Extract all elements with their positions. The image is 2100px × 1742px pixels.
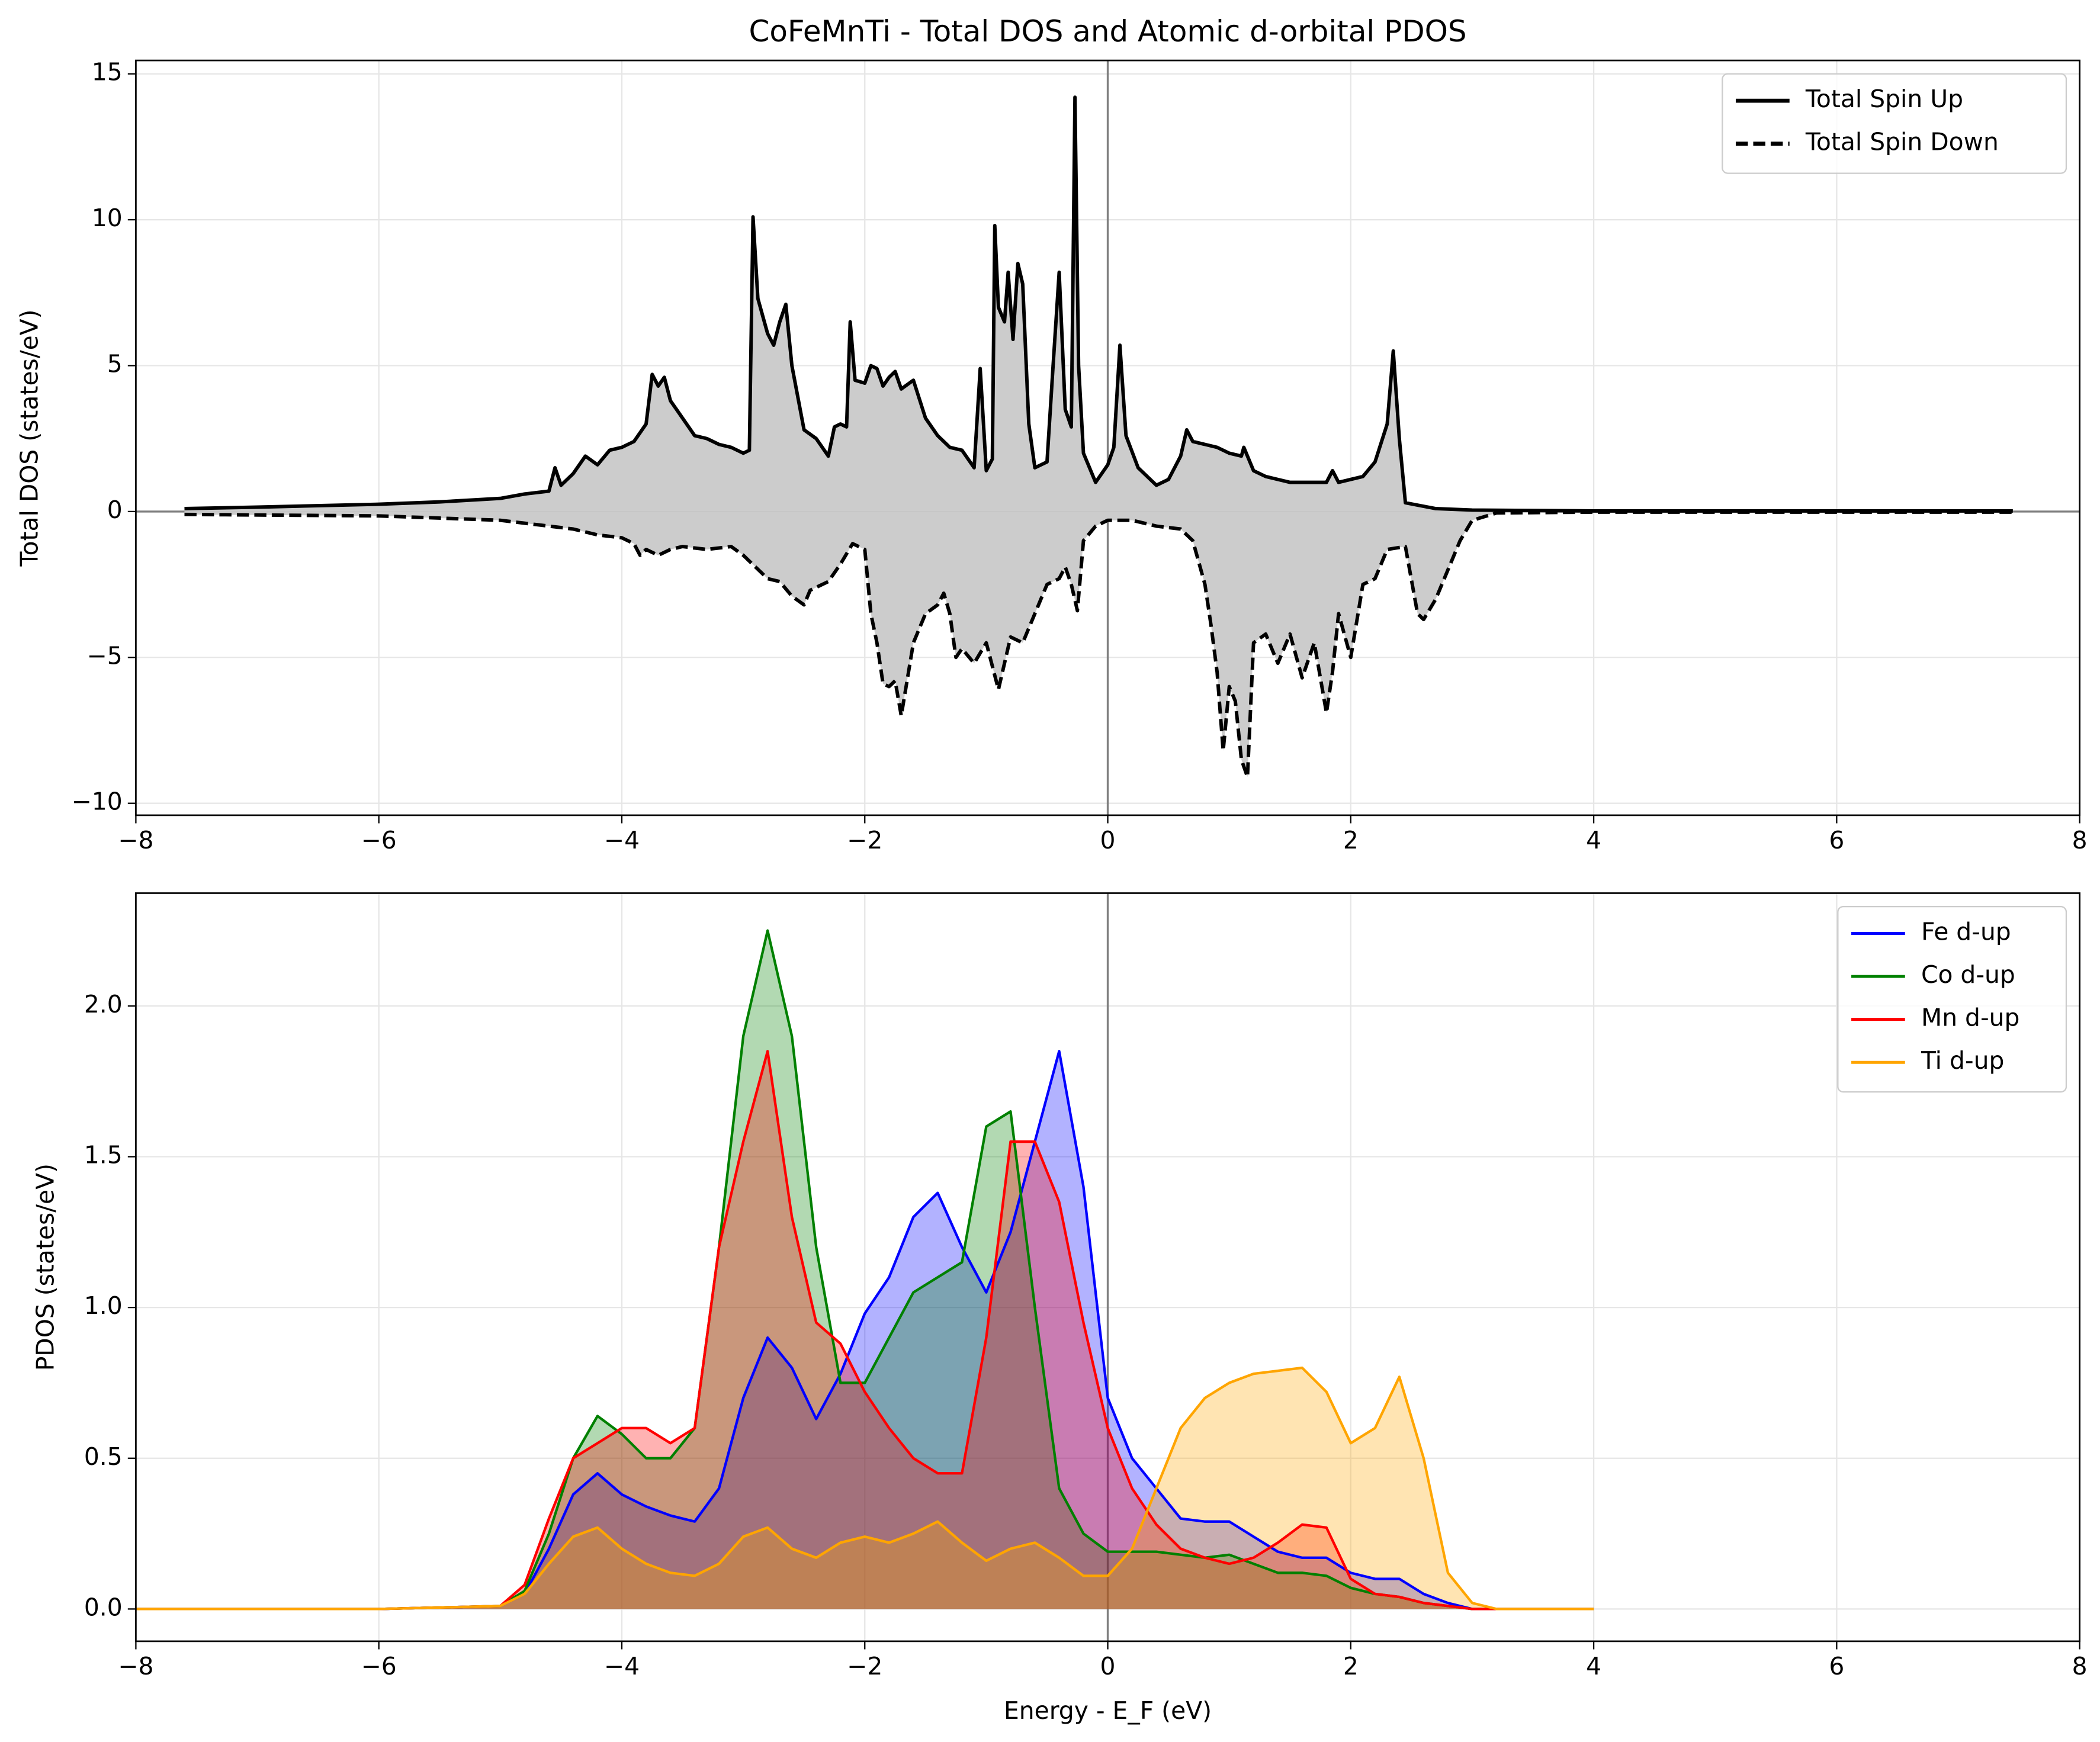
legend-label: Ti d-up — [1921, 1046, 2004, 1075]
plot-area — [136, 893, 1594, 1641]
x-tick-label: 4 — [1586, 1652, 1601, 1680]
x-tick-label: 0 — [1100, 826, 1116, 854]
x-tick-label: −8 — [118, 826, 153, 854]
x-tick-label: 4 — [1586, 826, 1601, 854]
area — [136, 1367, 1594, 1609]
y-tick-label: 2.0 — [84, 990, 123, 1018]
line — [184, 95, 2013, 513]
legend-label: Fe d-up — [1921, 917, 2011, 946]
legend-box — [1837, 905, 2067, 1093]
x-tick-label: 0 — [1100, 1652, 1116, 1680]
x-tick-label: −4 — [604, 826, 640, 854]
x-tick-label: −6 — [361, 1652, 397, 1680]
x-tick-label: 2 — [1343, 826, 1359, 854]
y-tick-label: 0 — [107, 496, 123, 524]
legend-box — [1722, 73, 2067, 174]
axes-frame — [135, 59, 2081, 817]
y-tick-label: 5 — [107, 350, 123, 378]
x-tick-label: 2 — [1343, 1652, 1359, 1680]
x-tick-label: 6 — [1829, 1652, 1844, 1680]
line — [136, 1050, 1594, 1611]
area — [136, 1051, 1594, 1609]
legend-label: Total Spin Up — [1805, 85, 1963, 113]
axes-frame — [135, 892, 2081, 1643]
x-tick-label: 8 — [2072, 1652, 2088, 1680]
legend-label: Co d-up — [1921, 960, 2015, 989]
x-tick-label: −8 — [118, 1652, 153, 1680]
legend-label: Total Spin Down — [1805, 128, 1999, 156]
y-tick-label: 15 — [92, 58, 123, 86]
legend-label: Mn d-up — [1921, 1004, 2019, 1032]
y-tick-label: 0.0 — [84, 1593, 123, 1621]
y-axis-label: PDOS (states/eV) — [31, 1164, 60, 1371]
area — [136, 930, 1594, 1609]
x-tick-label: −4 — [604, 1652, 640, 1680]
line — [136, 1366, 1594, 1611]
x-tick-label: −2 — [847, 1652, 882, 1680]
plot-area — [136, 60, 2080, 815]
y-tick-label: 0.5 — [84, 1442, 123, 1471]
x-tick-label: 8 — [2072, 826, 2088, 854]
x-tick-label: 6 — [1829, 826, 1844, 854]
y-axis-label: Total DOS (states/eV) — [15, 309, 43, 567]
y-tick-label: 10 — [92, 204, 123, 232]
y-tick-label: 1.5 — [84, 1141, 123, 1169]
y-tick-label: −5 — [87, 641, 123, 670]
line — [184, 510, 2013, 779]
chart-title: CoFeMnTi - Total DOS and Atomic d-orbita… — [749, 14, 1467, 49]
x-tick-label: −6 — [361, 826, 397, 854]
line — [136, 929, 1594, 1611]
area — [136, 1051, 1594, 1609]
x-axis-label: Energy - E_F (eV) — [1004, 1696, 1212, 1725]
line — [136, 1050, 1594, 1611]
y-tick-label: −10 — [72, 788, 123, 816]
y-tick-label: 1.0 — [84, 1291, 123, 1320]
x-tick-label: −2 — [847, 826, 882, 854]
